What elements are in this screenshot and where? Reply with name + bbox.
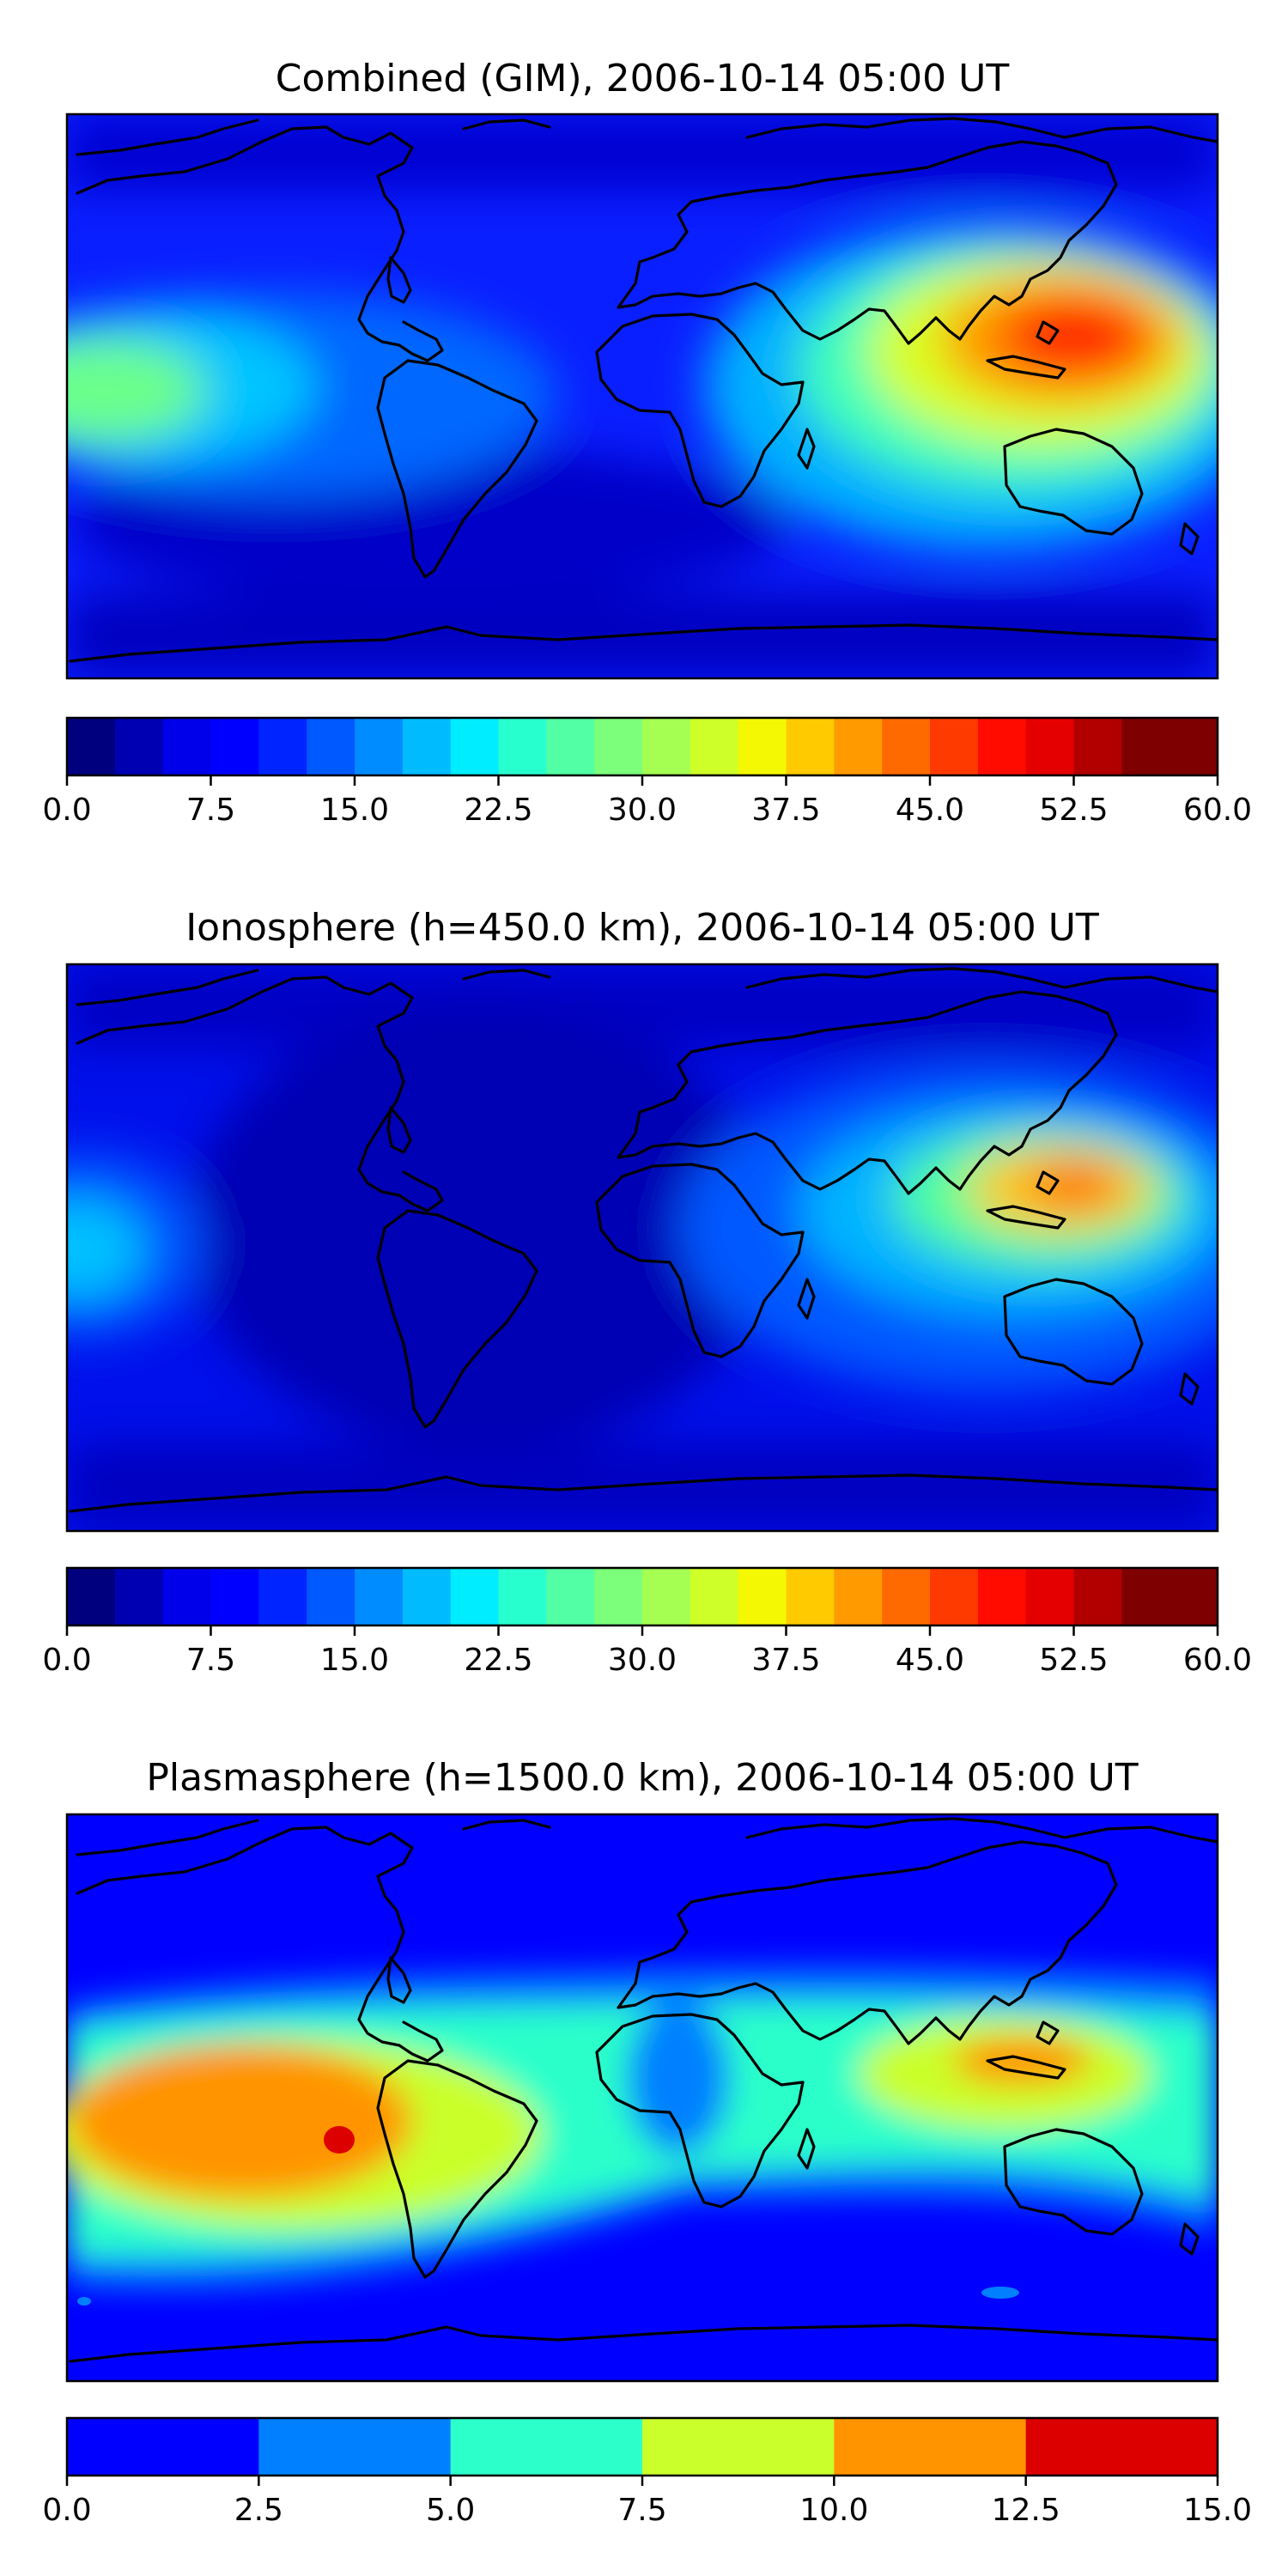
colorbar-1-tick-label: 30.0 bbox=[608, 793, 677, 828]
colorbar-2-segment bbox=[402, 1568, 452, 1625]
panel-1-colorbar: 0.0 7.5 15.0 22.5 30.0 37.5 45.0 52.5 60.0 bbox=[42, 716, 1252, 828]
colorbar-2-tick-label: 0.0 bbox=[42, 1643, 91, 1678]
colorbar-1-tick-label: 37.5 bbox=[751, 793, 820, 828]
panel-3-colorbar: 0.0 2.5 5.0 7.5 10.0 12.5 15.0 bbox=[42, 2416, 1252, 2528]
colorbar-1-tick-label: 22.5 bbox=[464, 793, 532, 828]
panel-1-title: Combined (GIM), 2006-10-14 05:00 UT bbox=[276, 57, 1010, 100]
colorbar-2-tick-label: 7.5 bbox=[186, 1643, 235, 1678]
colorbar-3-segment bbox=[450, 2418, 643, 2476]
colorbar-2-segment bbox=[1073, 1568, 1122, 1625]
colorbar-1-segment bbox=[402, 718, 452, 775]
panel-3-title: Plasmasphere (h=1500.0 km), 2006-10-14 0… bbox=[146, 1756, 1138, 1800]
colorbar-1-segment bbox=[1170, 718, 1218, 775]
colorbar-2-segment bbox=[882, 1568, 931, 1625]
colorbar-1-segment bbox=[1073, 718, 1122, 775]
colorbar-3-tick-label: 12.5 bbox=[992, 2493, 1060, 2528]
colorbar-1-tick-label: 60.0 bbox=[1183, 793, 1252, 828]
colorbar-1-tick-label: 52.5 bbox=[1039, 793, 1108, 828]
colorbar-1-segment bbox=[307, 718, 355, 775]
panel-3-map bbox=[67, 1814, 1218, 2381]
colorbar-2-segment bbox=[834, 1568, 883, 1625]
colorbar-3-segment bbox=[642, 2418, 835, 2476]
colorbar-2-tick-label: 30.0 bbox=[608, 1643, 677, 1678]
colorbar-1-segment bbox=[1025, 718, 1075, 775]
colorbar-3-segment bbox=[834, 2418, 1027, 2476]
colorbar-3-segment bbox=[258, 2418, 452, 2476]
colorbar-1-segment bbox=[642, 718, 691, 775]
colorbar-2-segment bbox=[738, 1568, 787, 1625]
colorbar-2-tick-label: 37.5 bbox=[751, 1643, 820, 1678]
colorbar-1-segment bbox=[355, 718, 404, 775]
colorbar-1-segment bbox=[786, 718, 835, 775]
colorbar-1-tick-label: 7.5 bbox=[186, 793, 235, 828]
colorbar-1-segment bbox=[977, 718, 1027, 775]
colorbar-2-segment bbox=[498, 1568, 547, 1625]
colorbar-1-segment bbox=[210, 718, 259, 775]
colorbar-1-tick-label: 45.0 bbox=[896, 793, 964, 828]
colorbar-1-segment bbox=[546, 718, 595, 775]
colorbar-1-tick-label: 15.0 bbox=[320, 793, 389, 828]
colorbar-1-segment bbox=[834, 718, 883, 775]
colorbar-2-segment bbox=[355, 1568, 404, 1625]
colorbar-2-segment bbox=[258, 1568, 307, 1625]
colorbar-3-tick-label: 15.0 bbox=[1183, 2493, 1252, 2528]
colorbar-2-tick-label: 52.5 bbox=[1039, 1643, 1108, 1678]
colorbar-2-tick-label: 15.0 bbox=[320, 1643, 389, 1678]
colorbar-2-segment bbox=[307, 1568, 355, 1625]
panel-3-frame bbox=[65, 1813, 1219, 2383]
colorbar-2-segment bbox=[450, 1568, 500, 1625]
panel-2-frame bbox=[65, 963, 1219, 1533]
colorbar-1-segment bbox=[1121, 718, 1170, 775]
panel-2-title: Ionosphere (h=450.0 km), 2006-10-14 05:0… bbox=[185, 906, 1099, 950]
colorbar-1-segment bbox=[594, 718, 643, 775]
panel-2-map bbox=[67, 964, 1218, 1531]
colorbar-1-tick-label: 0.0 bbox=[42, 793, 91, 828]
colorbar-2-tick-label: 22.5 bbox=[464, 1643, 532, 1678]
colorbar-2-segment bbox=[1121, 1568, 1170, 1625]
colorbar-1-segment bbox=[498, 718, 547, 775]
panel-2-colorbar: 0.0 7.5 15.0 22.5 30.0 37.5 45.0 52.5 60.0 bbox=[42, 1566, 1252, 1678]
colorbar-2-segment bbox=[114, 1568, 164, 1625]
colorbar-3-tick-label: 10.0 bbox=[799, 2493, 868, 2528]
panel-1-frame bbox=[65, 112, 1219, 680]
colorbar-2-segment bbox=[786, 1568, 835, 1625]
colorbar-2-segment bbox=[1170, 1568, 1218, 1625]
colorbar-1-segment bbox=[930, 718, 979, 775]
panel-combined: Combined (GIM), 2006-10-14 05:00 UT bbox=[42, 57, 1252, 828]
colorbar-2-segment bbox=[642, 1568, 691, 1625]
colorbar-2-segment bbox=[594, 1568, 643, 1625]
colorbar-2-segment bbox=[546, 1568, 595, 1625]
colorbar-2-segment bbox=[930, 1568, 979, 1625]
colorbar-3-segment bbox=[1025, 2418, 1218, 2476]
panel-plasmasphere: Plasmasphere (h=1500.0 km), 2006-10-14 0… bbox=[42, 1756, 1252, 2528]
colorbar-1-segment bbox=[114, 718, 164, 775]
colorbar-1-segment bbox=[450, 718, 500, 775]
colorbar-3-tick-label: 2.5 bbox=[234, 2493, 283, 2528]
colorbar-3-tick-label: 7.5 bbox=[617, 2493, 666, 2528]
colorbar-2-segment bbox=[977, 1568, 1027, 1625]
colorbar-1-segment bbox=[882, 718, 931, 775]
colorbar-3-tick-label: 0.0 bbox=[42, 2493, 91, 2528]
colorbar-1-segment bbox=[67, 718, 116, 775]
panel-ionosphere: Ionosphere (h=450.0 km), 2006-10-14 05:0… bbox=[42, 906, 1252, 1678]
colorbar-2-segment bbox=[1025, 1568, 1075, 1625]
colorbar-3-segment bbox=[67, 2418, 259, 2476]
colorbar-3-tick-label: 5.0 bbox=[426, 2493, 475, 2528]
colorbar-1-segment bbox=[258, 718, 307, 775]
colorbar-1-segment bbox=[162, 718, 212, 775]
panel-1-map bbox=[67, 114, 1218, 678]
colorbar-1-segment bbox=[738, 718, 787, 775]
colorbar-2-tick-label: 45.0 bbox=[896, 1643, 964, 1678]
colorbar-2-segment bbox=[210, 1568, 259, 1625]
colorbar-2-segment bbox=[162, 1568, 212, 1625]
colorbar-2-tick-label: 60.0 bbox=[1183, 1643, 1252, 1678]
colorbar-2-segment bbox=[690, 1568, 739, 1625]
colorbar-2-segment bbox=[67, 1568, 116, 1625]
colorbar-1-segment bbox=[690, 718, 739, 775]
